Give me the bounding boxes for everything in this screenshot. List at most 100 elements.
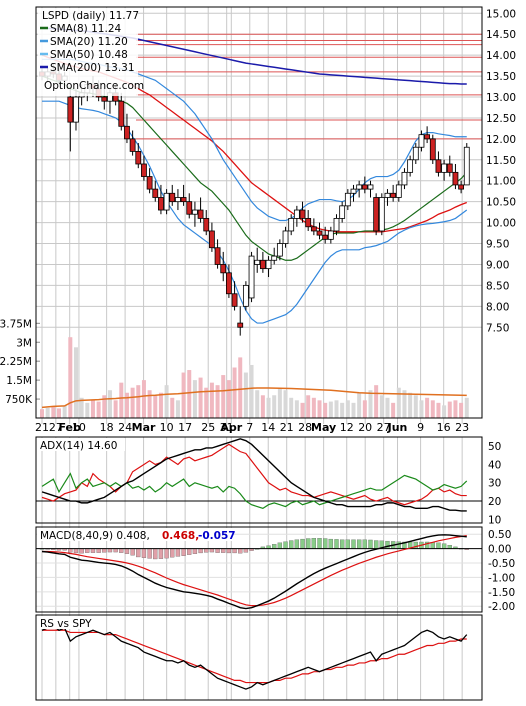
rs-label: RS vs SPY xyxy=(40,618,92,630)
chart-title: LSPD (daily) 11.77 xyxy=(42,10,139,22)
macd-histogram-bar xyxy=(232,548,237,554)
volume-bar xyxy=(107,390,112,418)
candle-body xyxy=(339,205,346,219)
volume-bar xyxy=(90,400,95,418)
main-panel-frame xyxy=(35,6,483,419)
candle-body xyxy=(180,197,187,203)
candle-body xyxy=(146,176,153,190)
candle-body xyxy=(390,192,397,198)
candle-body xyxy=(305,218,312,228)
macd-histogram-bar xyxy=(158,548,164,559)
macd-histogram-bar xyxy=(362,539,367,549)
y-tick-adx: 10 xyxy=(488,514,501,526)
legend-label: SMA(50) 10.48 xyxy=(50,49,128,61)
candle-body xyxy=(418,134,425,148)
volume-bar xyxy=(181,372,186,418)
volume-bar xyxy=(408,392,413,418)
volume-bar xyxy=(73,347,78,418)
rs-label-box xyxy=(37,616,101,629)
x-tick-label: Feb xyxy=(58,421,81,434)
candle-body xyxy=(192,209,198,215)
macd-histogram-bar xyxy=(238,548,243,554)
volume-bar xyxy=(334,400,339,418)
volume-bar xyxy=(40,409,44,418)
volume-sma-line xyxy=(41,387,467,409)
macd-histogram-bar xyxy=(204,548,209,553)
candle-body xyxy=(197,209,204,219)
x-tick-label: 18 xyxy=(100,421,114,434)
candle-body xyxy=(435,159,442,173)
volume-bar xyxy=(464,397,469,418)
volume-bar xyxy=(317,400,322,418)
candle-body xyxy=(186,201,193,215)
macd-histogram-bar xyxy=(272,544,277,549)
candle-body xyxy=(209,230,215,249)
candle-body xyxy=(231,293,238,307)
macd-histogram-bar xyxy=(170,548,175,558)
x-tick-label: 25 xyxy=(201,421,215,434)
y-tick-main: 8.00 xyxy=(486,301,509,313)
candle-body xyxy=(378,197,385,232)
candle-body xyxy=(407,159,414,173)
macd-histogram-bar xyxy=(153,548,158,560)
macd-histogram-bar xyxy=(96,548,101,553)
volume-bar xyxy=(119,382,124,418)
candle-body xyxy=(220,264,227,274)
candle-body xyxy=(214,247,221,265)
macd-histogram-bar xyxy=(340,539,345,549)
macd-histogram-bar xyxy=(396,541,401,549)
candle-body xyxy=(129,138,136,152)
macd-histogram-bar xyxy=(357,539,362,549)
candle-body xyxy=(412,146,419,161)
volume-bar xyxy=(266,397,271,418)
volume-bar xyxy=(96,401,101,418)
macd-histogram-bar xyxy=(441,543,447,549)
volume-bar xyxy=(175,400,180,418)
volume-bar xyxy=(362,400,367,418)
macd-histogram-bar xyxy=(175,548,181,557)
volume-bar xyxy=(436,402,441,418)
adx-label: ADX(14) 14.60 xyxy=(40,440,117,452)
volume-bar xyxy=(198,377,203,418)
candle-body xyxy=(124,125,130,140)
y-tick-main: 13.00 xyxy=(486,92,516,104)
volume-bar xyxy=(419,400,424,418)
candle-body xyxy=(271,255,278,261)
macd-histogram-bar xyxy=(119,548,124,553)
candle-body xyxy=(158,197,164,211)
x-tick-label: Mar xyxy=(132,421,156,434)
macd-histogram-bar xyxy=(311,538,317,549)
x-tick-label: 9 xyxy=(417,421,424,434)
candle-body xyxy=(310,226,317,232)
volume-bar xyxy=(447,401,452,418)
macd-histogram-bar xyxy=(215,548,220,553)
macd-histogram-bar xyxy=(351,539,356,549)
sma8-line xyxy=(41,75,468,261)
volume-bar xyxy=(283,390,288,418)
candle-body xyxy=(118,100,125,127)
volume-bar xyxy=(102,395,107,418)
macd-histogram-bar xyxy=(113,548,118,553)
macd-histogram-bar xyxy=(345,539,350,549)
y-tick-volume: 3.75M xyxy=(0,318,32,330)
y-tick-main: 9.00 xyxy=(486,259,509,271)
x-tick-label: Apr xyxy=(220,421,242,434)
minus-di-line xyxy=(41,443,467,506)
x-tick-label: 27 xyxy=(49,421,63,434)
candle-body xyxy=(463,146,470,186)
volume-bar xyxy=(79,397,84,418)
candle-body xyxy=(299,209,306,219)
volume-bar xyxy=(413,395,418,418)
volume-bar xyxy=(374,385,379,418)
legend-label: SMA(20) 11.20 xyxy=(50,36,128,48)
volume-bar xyxy=(147,390,152,418)
volume-bar xyxy=(192,380,197,418)
x-tick-label: 27 xyxy=(377,421,391,434)
adx-label-box xyxy=(37,438,125,451)
volume-bar xyxy=(323,402,328,418)
candle-body xyxy=(452,171,459,186)
x-tick-label: 23 xyxy=(455,421,469,434)
adx-line xyxy=(41,438,467,512)
y-tick-adx: 50 xyxy=(488,441,501,453)
macd-histogram-bar xyxy=(289,540,294,549)
